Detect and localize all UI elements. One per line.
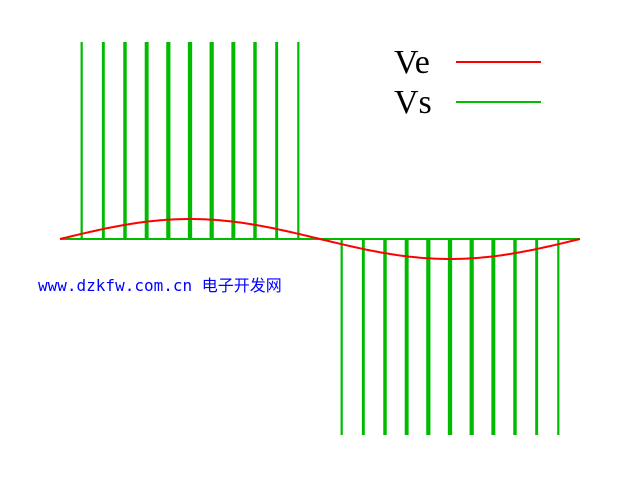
ve-sine-curve <box>59 218 581 260</box>
positive-pulse <box>101 42 105 239</box>
legend-label-vs: Vs <box>394 84 432 121</box>
negative-pulse <box>383 239 387 435</box>
negative-pulse <box>340 239 343 435</box>
positive-pulse <box>231 42 236 239</box>
positive-pulse <box>297 42 300 239</box>
negative-pulse <box>557 239 560 435</box>
vs-pulses <box>80 42 560 435</box>
positive-pulse <box>166 42 171 239</box>
positive-pulse <box>123 42 127 239</box>
legend-label-ve: Ve <box>394 44 430 81</box>
negative-pulse <box>513 239 517 435</box>
watermark: www.dzkfw.com.cn 电子开发网 <box>38 276 282 295</box>
negative-pulse <box>426 239 431 435</box>
negative-pulse <box>361 239 365 435</box>
positive-pulse <box>253 42 257 239</box>
legend: Ve Vs <box>394 44 541 121</box>
negative-pulse <box>535 239 539 435</box>
negative-pulse <box>447 239 453 435</box>
positive-pulse <box>144 42 149 239</box>
positive-pulse <box>187 42 193 239</box>
negative-pulse <box>491 239 496 435</box>
positive-pulse <box>80 42 83 239</box>
negative-pulse <box>469 239 474 435</box>
positive-pulse <box>209 42 214 239</box>
positive-pulse <box>275 42 279 239</box>
negative-pulse <box>404 239 409 435</box>
